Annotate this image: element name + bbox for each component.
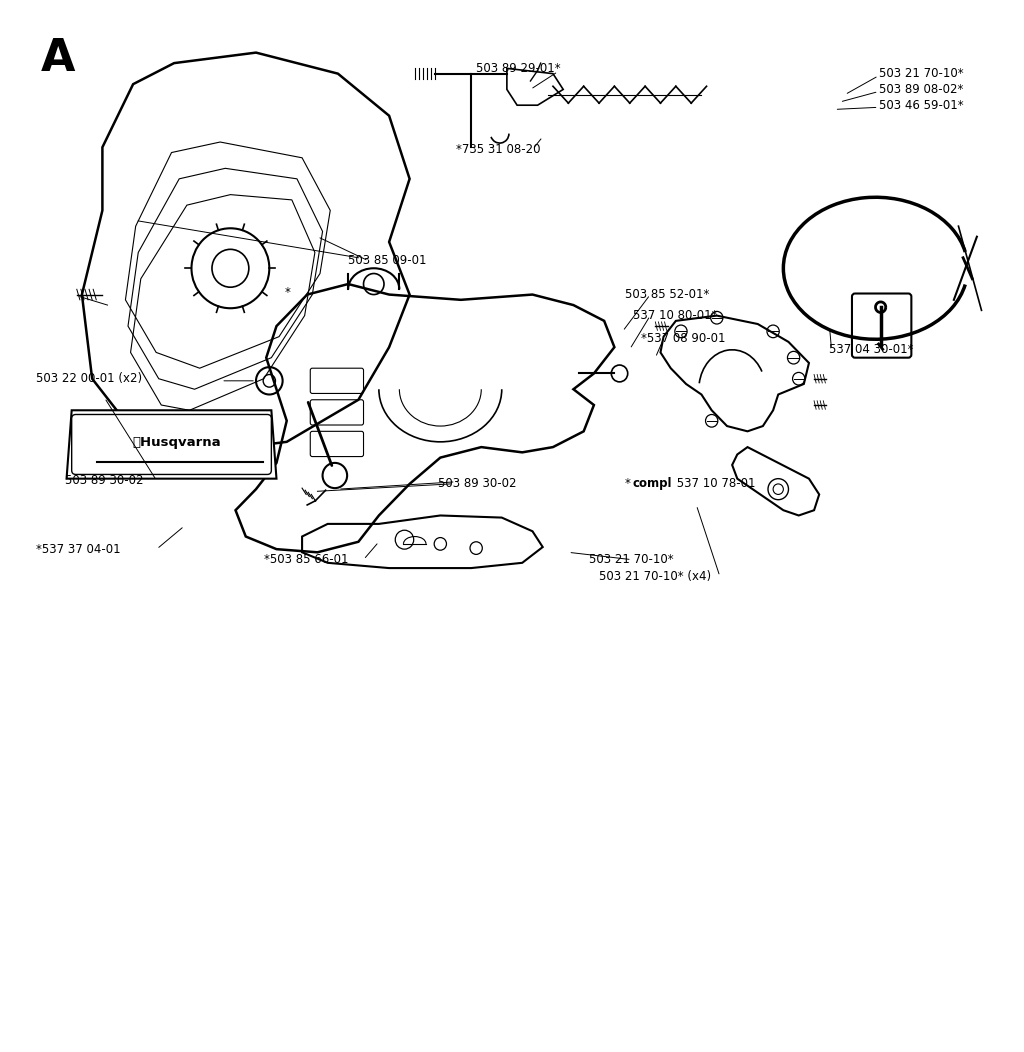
Text: 503 46 59-01*: 503 46 59-01* <box>879 99 964 112</box>
Text: 503 21 70-10* (x4): 503 21 70-10* (x4) <box>599 570 711 583</box>
Text: *537 37 04-01: *537 37 04-01 <box>36 543 121 555</box>
FancyBboxPatch shape <box>72 414 271 474</box>
Text: 503 21 70-10*: 503 21 70-10* <box>589 553 674 566</box>
Text: *: * <box>625 478 631 490</box>
Text: 503 22 00-01 (x2): 503 22 00-01 (x2) <box>36 372 142 385</box>
Text: 503 21 70-10*: 503 21 70-10* <box>879 67 964 80</box>
Text: 503 89 08-02*: 503 89 08-02* <box>879 83 963 96</box>
Text: 537 04 30-01*: 537 04 30-01* <box>829 343 914 356</box>
Text: 537 10 80-01*: 537 10 80-01* <box>633 309 718 322</box>
FancyArrowPatch shape <box>308 402 332 466</box>
Text: *537 08 90-01: *537 08 90-01 <box>641 332 726 345</box>
Text: compl: compl <box>633 478 673 490</box>
Text: 503 85 09-01: 503 85 09-01 <box>348 255 427 267</box>
Text: 537 10 78-01: 537 10 78-01 <box>673 478 756 490</box>
Text: *: * <box>285 286 291 299</box>
Text: ⓗHusqvarna: ⓗHusqvarna <box>132 436 221 449</box>
Text: 503 89 30-02: 503 89 30-02 <box>65 474 143 487</box>
Text: A: A <box>41 37 76 80</box>
Text: 503 89 29-01*: 503 89 29-01* <box>476 62 561 75</box>
Text: 503 85 52-01*: 503 85 52-01* <box>625 288 709 301</box>
Text: 503 89 30-02: 503 89 30-02 <box>438 478 517 490</box>
Polygon shape <box>67 410 276 479</box>
Text: *503 85 66-01: *503 85 66-01 <box>264 553 349 566</box>
Text: *735 31 08-20: *735 31 08-20 <box>456 143 541 156</box>
